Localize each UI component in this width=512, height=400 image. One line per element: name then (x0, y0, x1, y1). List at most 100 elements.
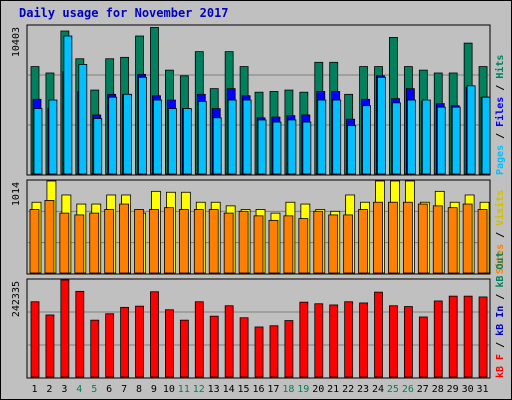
bar-sites (313, 210, 324, 274)
side-label-segment: / (495, 336, 506, 354)
bar-sites (29, 209, 40, 274)
bar-sites (462, 203, 473, 274)
bar-sites (388, 201, 398, 274)
bar-kb-f (45, 314, 55, 378)
bar-pages (272, 121, 282, 175)
x-tick-label: 2 (46, 384, 52, 395)
side-label-segment: Hits (494, 55, 506, 79)
bar-sites (164, 207, 174, 274)
bar-pages (451, 106, 461, 175)
x-tick-label: 17 (267, 384, 279, 395)
bar-kb-f (224, 305, 234, 378)
bar-pages (108, 96, 118, 175)
bar-pages (332, 99, 342, 175)
x-tick-label: 25 (387, 384, 399, 395)
bar-kb-f (135, 305, 144, 378)
bar-pages (302, 121, 312, 175)
bar-kb-f (105, 313, 115, 378)
side-label-pages-files-hits: Pages / Files / Hits (494, 55, 506, 175)
bar-pages (377, 76, 386, 175)
bar-pages (436, 106, 446, 175)
bar-sites (358, 209, 368, 274)
side-label-visits-sites: Sites / Visits (494, 190, 506, 274)
bar-sites (402, 201, 413, 274)
bar-sites (223, 212, 234, 274)
bar-kb-f (284, 320, 294, 378)
x-tick-label: 31 (477, 384, 489, 395)
bar-sites (134, 209, 144, 274)
x-tick-label: 21 (327, 384, 339, 395)
bar-sites (283, 215, 294, 274)
bar-sites (119, 203, 130, 274)
bar-sites (238, 210, 249, 274)
side-label-segment: / (495, 288, 506, 306)
x-tick-label: 9 (151, 384, 157, 395)
bar-sites (447, 207, 458, 274)
bar-sites (208, 209, 219, 274)
bar-kb-f (194, 301, 204, 378)
x-tick-label: 27 (417, 384, 429, 395)
bar-sites (193, 209, 204, 274)
bar-sites (268, 219, 279, 274)
x-tick-label: 19 (297, 384, 309, 395)
side-label-segment: / (495, 127, 506, 145)
x-tick-label: 8 (136, 384, 142, 395)
bar-kb-f (75, 290, 85, 378)
bar-pages (153, 99, 162, 175)
x-tick-label: 24 (372, 384, 384, 395)
bar-sites (178, 209, 189, 274)
bar-pages (182, 108, 192, 175)
bar-pages (392, 102, 401, 175)
x-tick-label: 28 (432, 384, 444, 395)
x-tick-label: 7 (121, 384, 127, 395)
y-max-label: 10403 (11, 27, 22, 57)
x-tick-label: 18 (282, 384, 294, 395)
bar-pages (227, 99, 237, 175)
bar-sites (298, 218, 309, 274)
bar-kb-f (254, 326, 264, 378)
bar-kb-f (299, 301, 309, 378)
bar-sites (417, 203, 428, 274)
side-label-kbytes: kB F / kB In / kB Out (495, 252, 506, 378)
bar-kb-f (90, 319, 100, 378)
bar-kb-f (329, 304, 339, 378)
bar-pages (93, 118, 103, 175)
x-tick-label: 1 (31, 384, 37, 395)
bar-sites (477, 209, 488, 274)
bar-kb-f (269, 325, 279, 378)
bar-kb-f (448, 295, 458, 378)
y-max-label: 242335 (11, 281, 22, 317)
bar-kb-f (463, 295, 473, 378)
side-label-segment: kB In (495, 306, 506, 336)
y-max-label: 1014 (11, 182, 22, 206)
bar-kb-f (60, 279, 70, 378)
bar-pages (287, 119, 297, 175)
side-label-segment: Visits (494, 190, 506, 226)
bar-sites (373, 201, 383, 274)
x-tick-label: 3 (61, 384, 67, 395)
side-label-segment: Pages (495, 145, 506, 175)
x-tick-label: 16 (252, 384, 264, 395)
bar-sites (149, 209, 159, 274)
bar-kb-f (30, 301, 40, 378)
x-tick-label: 23 (357, 384, 369, 395)
bar-pages (317, 99, 327, 175)
bar-pages (168, 108, 177, 175)
bar-kb-f (209, 315, 219, 378)
x-tick-label: 5 (91, 384, 97, 395)
bar-kb-f (478, 296, 488, 378)
bar-pages (242, 99, 252, 175)
bar-sites (89, 212, 100, 274)
bar-sites (432, 205, 443, 274)
bar-pages (63, 35, 73, 175)
side-label-segment: Files (494, 97, 506, 127)
x-tick-label: 26 (402, 384, 414, 395)
bar-kb-f (403, 306, 413, 378)
bar-sites (74, 214, 85, 274)
bar-kb-f (433, 300, 443, 378)
bar-kb-f (120, 306, 130, 378)
bar-kb-f (165, 309, 174, 378)
bar-pages (406, 99, 416, 175)
x-tick-label: 6 (106, 384, 112, 395)
